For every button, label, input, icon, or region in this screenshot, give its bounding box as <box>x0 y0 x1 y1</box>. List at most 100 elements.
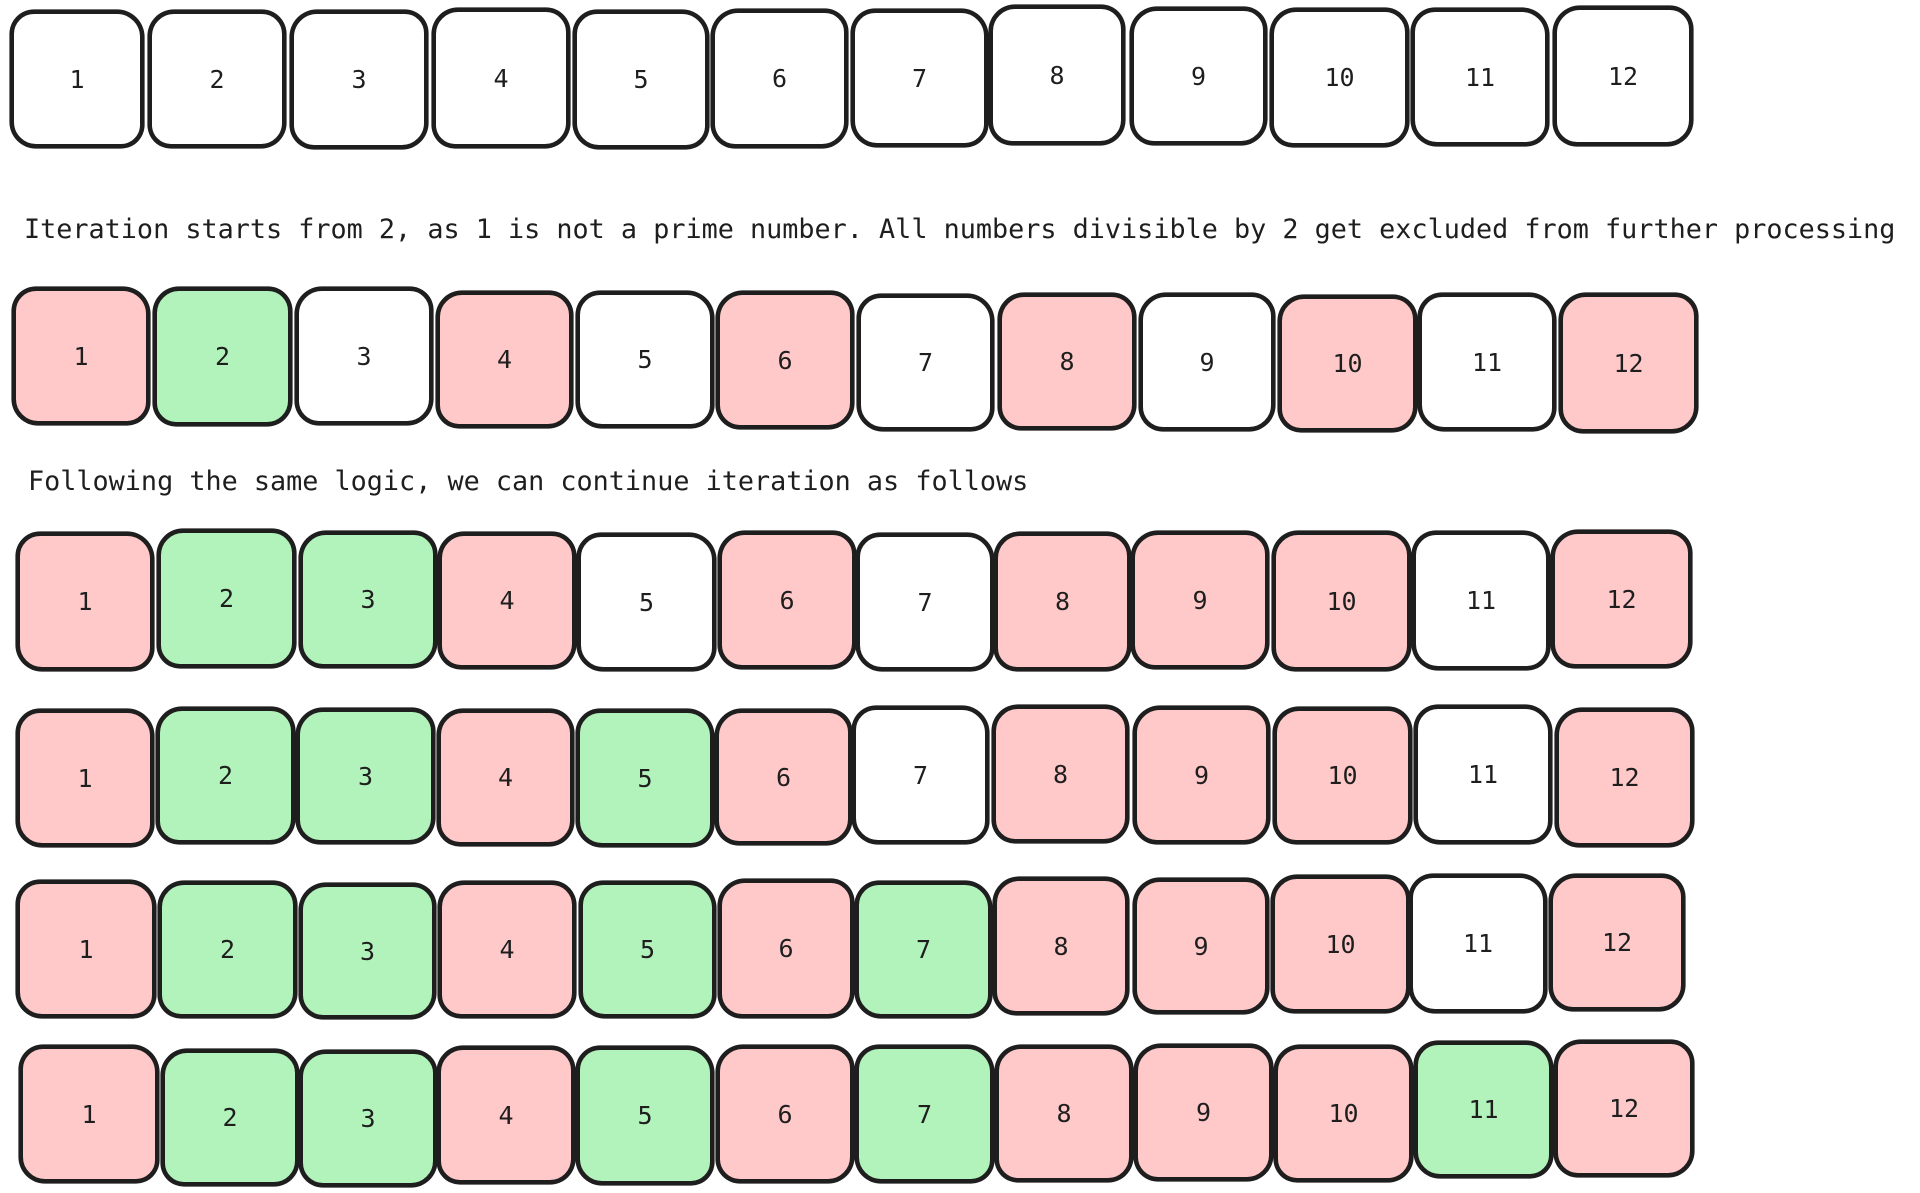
number-cell: 12 <box>1559 293 1698 433</box>
number-cell: 12 <box>1553 6 1693 146</box>
cell-number: 12 <box>1613 348 1644 378</box>
cell-number: 10 <box>1332 349 1363 378</box>
number-cell: 1 <box>16 709 154 847</box>
number-cell: 7 <box>857 294 994 431</box>
number-cell: 3 <box>296 708 435 844</box>
cell-number: 7 <box>916 1099 933 1129</box>
number-cell: 12 <box>1551 530 1692 668</box>
number-cell: 3 <box>299 1050 437 1187</box>
cell-number: 1 <box>69 64 85 94</box>
number-cell: 8 <box>989 5 1125 145</box>
number-cell: 1 <box>10 10 144 148</box>
number-cell: 1 <box>16 880 156 1018</box>
cell-number: 1 <box>77 763 93 793</box>
cell-number: 8 <box>1054 587 1071 616</box>
caption-continue: Following the same logic, we can continu… <box>28 466 1029 497</box>
cell-number: 5 <box>638 587 655 617</box>
cell-number: 9 <box>1199 347 1215 377</box>
cell-number: 12 <box>1607 61 1639 91</box>
cell-number: 9 <box>1195 1098 1212 1127</box>
cell-number: 7 <box>911 63 928 93</box>
number-cell: 12 <box>1555 708 1694 847</box>
number-cell: 11 <box>1418 293 1556 431</box>
number-cell: 10 <box>1271 875 1410 1013</box>
number-cell: 7 <box>855 881 992 1018</box>
number-cell: 7 <box>856 533 994 671</box>
number-cell: 8 <box>995 1045 1133 1182</box>
number-cell: 8 <box>994 532 1131 671</box>
number-cell: 9 <box>1131 531 1269 669</box>
cell-number: 12 <box>1609 763 1640 792</box>
cell-number: 4 <box>496 345 513 374</box>
cell-number: 12 <box>1606 584 1637 614</box>
cell-number: 3 <box>360 1104 376 1133</box>
number-cell: 1 <box>16 532 154 671</box>
cell-number: 6 <box>771 64 788 93</box>
cell-number: 9 <box>1190 61 1207 91</box>
number-cell: 1 <box>19 1045 159 1183</box>
number-cell: 2 <box>153 287 292 426</box>
cell-number: 12 <box>1601 928 1633 957</box>
cell-number: 11 <box>1462 929 1494 958</box>
number-cell: 7 <box>855 1045 994 1183</box>
number-cell: 9 <box>1133 706 1270 844</box>
cell-number: 9 <box>1193 760 1210 790</box>
number-cell: 8 <box>993 877 1129 1015</box>
number-cell: 8 <box>992 705 1129 843</box>
cell-number: 3 <box>351 65 367 94</box>
number-cell: 12 <box>1554 1040 1694 1177</box>
cell-number: 2 <box>209 64 225 94</box>
number-cell: 6 <box>718 531 856 669</box>
number-cell: 12 <box>1549 874 1685 1011</box>
cell-number: 1 <box>77 587 93 616</box>
cell-number: 6 <box>778 934 794 963</box>
number-cell: 2 <box>156 707 295 844</box>
cell-number: 7 <box>917 587 933 617</box>
cell-number: 6 <box>779 585 795 615</box>
number-cell: 9 <box>1139 293 1275 431</box>
cell-number: 11 <box>1471 347 1503 377</box>
number-cell: 8 <box>998 293 1136 430</box>
number-cell: 4 <box>438 532 576 669</box>
number-cell: 6 <box>718 879 854 1018</box>
number-cell: 3 <box>295 287 433 425</box>
number-cell: 4 <box>436 291 573 428</box>
number-cell: 7 <box>851 9 988 147</box>
number-cell: 3 <box>299 531 437 668</box>
number-cell: 9 <box>1133 878 1269 1014</box>
cell-number: 8 <box>1052 759 1069 789</box>
cell-number: 10 <box>1328 1099 1359 1128</box>
number-cell: 2 <box>158 881 297 1018</box>
cell-number: 2 <box>217 761 234 790</box>
number-cell: 4 <box>437 1046 575 1184</box>
number-cell: 5 <box>573 10 709 149</box>
number-cell: 4 <box>437 709 574 846</box>
cell-number: 9 <box>1192 585 1208 615</box>
cell-number: 2 <box>222 1103 238 1132</box>
number-cell: 2 <box>148 10 286 148</box>
number-cell: 4 <box>432 8 570 148</box>
cell-number: 11 <box>1464 62 1496 92</box>
cell-number: 2 <box>219 935 236 964</box>
cell-number: 8 <box>1056 1099 1072 1128</box>
cell-number: 5 <box>637 763 653 793</box>
number-cell: 10 <box>1274 1045 1413 1182</box>
cell-number: 2 <box>218 584 235 613</box>
number-cell: 10 <box>1278 295 1417 432</box>
cell-number: 8 <box>1053 931 1069 961</box>
number-cell: 6 <box>716 1045 854 1183</box>
number-cell: 5 <box>576 1046 714 1185</box>
cell-number: 2 <box>214 342 231 371</box>
cell-number: 4 <box>497 763 514 792</box>
number-cell: 5 <box>576 709 714 847</box>
number-cell: 4 <box>438 881 576 1018</box>
number-cell: 2 <box>161 1049 299 1186</box>
cell-number: 8 <box>1059 347 1075 376</box>
cell-number: 6 <box>775 762 792 792</box>
cell-number: 10 <box>1326 586 1357 616</box>
number-cell: 11 <box>1411 8 1549 146</box>
